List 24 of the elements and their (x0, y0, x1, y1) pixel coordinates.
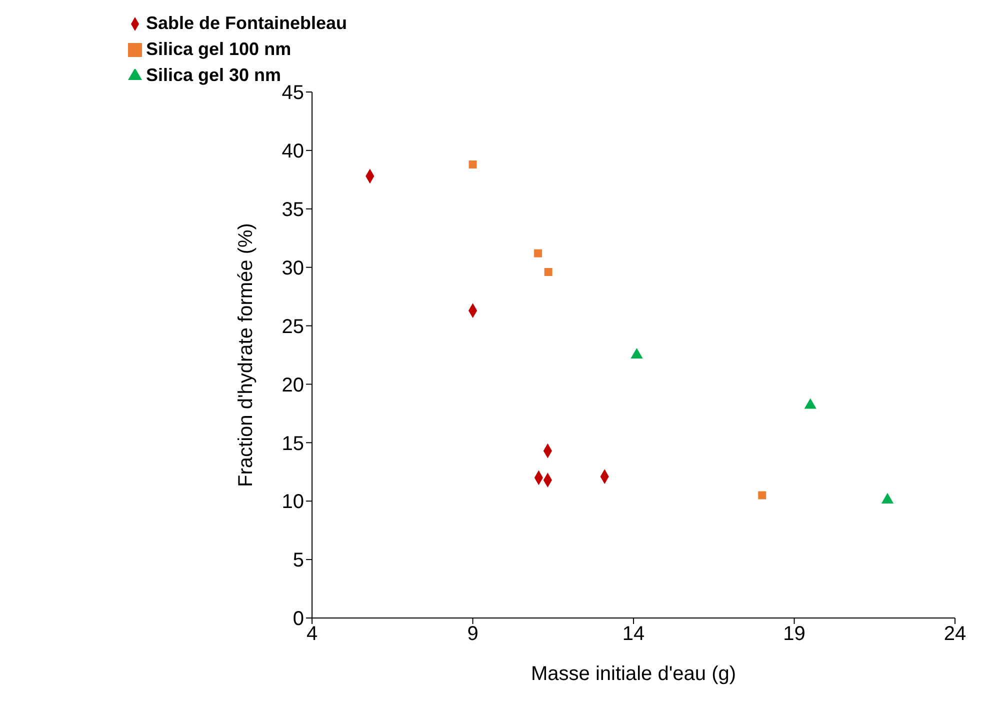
y-tick-label: 30 (282, 257, 304, 280)
point (534, 249, 542, 258)
x-tick-label: 14 (622, 623, 645, 646)
x-tick-label: 4 (306, 623, 318, 646)
y-tick-label: 40 (282, 140, 304, 163)
x-tick-label: 24 (944, 623, 966, 646)
y-tick-label: 20 (282, 374, 304, 396)
x-axis-title: Masse initiale d'eau (g) (531, 663, 736, 685)
point (468, 160, 477, 168)
y-axis-title: Fraction d'hydrate formée (%) (235, 223, 258, 487)
legend-label: Sable de Fontainebleau (146, 13, 348, 33)
point (758, 491, 766, 500)
y-tick-label: 35 (282, 198, 304, 221)
y-tick-label: 5 (292, 550, 304, 572)
y-tick-label: 0 (292, 608, 304, 630)
legend-label: Silica gel 100 nm (146, 39, 292, 59)
y-tick-label: 15 (282, 432, 304, 455)
legend-label: Silica gel 30 nm (146, 65, 282, 85)
point (544, 268, 552, 276)
y-tick-label: 45 (282, 82, 304, 104)
x-tick-label: 9 (467, 623, 478, 646)
x-tick-label: 19 (783, 623, 806, 646)
y-tick-label: 25 (282, 316, 304, 338)
y-tick-label: 10 (282, 491, 304, 514)
